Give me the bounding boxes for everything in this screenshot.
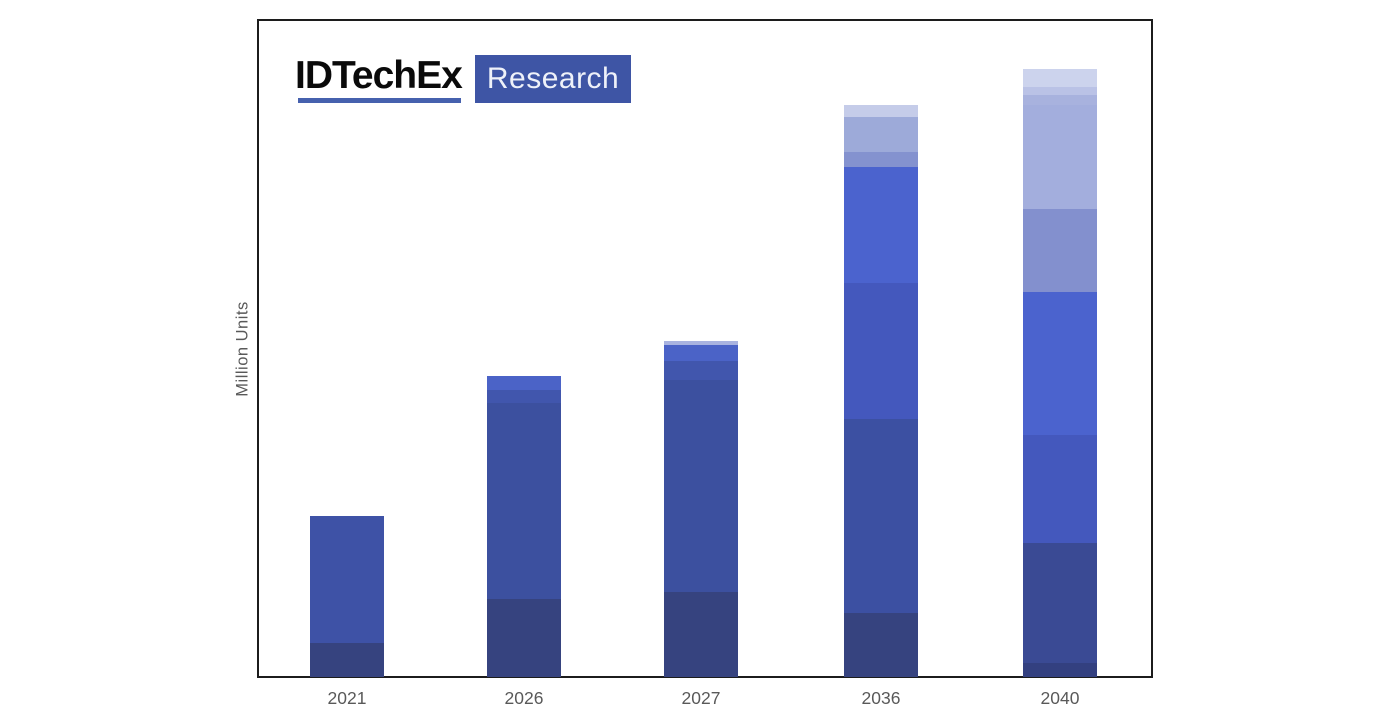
bar-segment-2021-2	[310, 516, 384, 643]
x-tick-label-2036: 2036	[861, 688, 901, 708]
x-tick-label-2040: 2040	[1040, 688, 1080, 708]
bar-segment-2021-1	[310, 643, 384, 677]
logo-research-text: Research	[486, 62, 620, 95]
logo-brand-wrap: IDTechEx	[295, 54, 463, 103]
bar-segment-2040-4	[1023, 292, 1097, 435]
x-tick-label-2021: 2021	[327, 688, 367, 708]
bar-segment-2036-3	[844, 283, 918, 419]
x-tick-label-2026: 2026	[504, 688, 544, 708]
bar-segment-2040-7	[1023, 95, 1097, 105]
bar-segment-2036-2	[844, 419, 918, 613]
logo-research-badge: Research	[474, 55, 632, 103]
bar-segment-2040-9	[1023, 69, 1097, 87]
bar-2026	[487, 376, 561, 677]
bar-segment-2026-1	[487, 599, 561, 677]
bar-segment-2040-6	[1023, 105, 1097, 209]
bar-segment-2040-2	[1023, 543, 1097, 663]
y-axis-label: Million Units	[233, 301, 252, 397]
bar-segment-2036-5	[844, 152, 918, 167]
bar-segment-2027-1	[664, 592, 738, 677]
bar-segment-2027-4	[664, 345, 738, 361]
logo-underline	[298, 98, 461, 103]
bar-segment-2040-5	[1023, 209, 1097, 292]
bar-segment-2040-3	[1023, 435, 1097, 543]
bar-segment-2026-4	[487, 376, 561, 390]
bar-segment-2027-5	[664, 341, 738, 345]
x-tick-label-2027: 2027	[681, 688, 721, 708]
bar-2036	[844, 105, 918, 677]
bar-2027	[664, 341, 738, 677]
bar-2021	[310, 516, 384, 677]
bar-segment-2026-3	[487, 390, 561, 403]
bar-segment-2027-3	[664, 361, 738, 380]
idtechex-logo: IDTechEx Research	[295, 54, 632, 103]
bar-segment-2040-1	[1023, 663, 1097, 677]
bar-segment-2036-4	[844, 167, 918, 283]
bar-segment-2036-6	[844, 117, 918, 152]
logo-brand-text: IDTechEx	[295, 54, 463, 97]
bar-segment-2036-7	[844, 105, 918, 117]
bar-segment-2027-2	[664, 380, 738, 592]
bar-segment-2040-8	[1023, 87, 1097, 95]
plot-area	[257, 19, 1153, 678]
bar-segment-2036-1	[844, 613, 918, 677]
bar-2040	[1023, 69, 1097, 677]
bar-segment-2026-2	[487, 403, 561, 599]
